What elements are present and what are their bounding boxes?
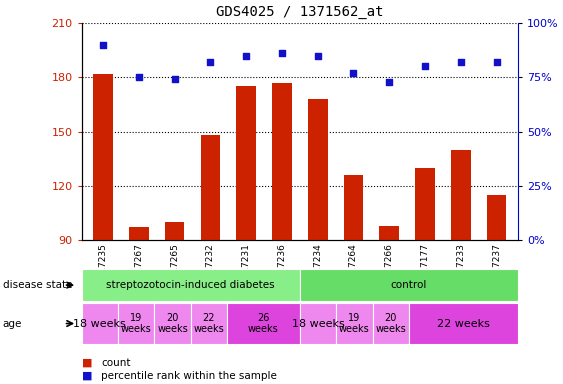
Title: GDS4025 / 1371562_at: GDS4025 / 1371562_at — [216, 5, 383, 19]
Point — [278, 50, 287, 56]
Point — [492, 59, 501, 65]
Bar — [415, 168, 435, 240]
Text: 22 weeks: 22 weeks — [437, 318, 490, 329]
Bar — [308, 99, 328, 240]
Point — [99, 42, 108, 48]
Bar — [165, 222, 185, 240]
Text: ■: ■ — [82, 358, 92, 368]
Text: control: control — [391, 280, 427, 290]
Text: 20
weeks: 20 weeks — [157, 313, 188, 334]
Bar — [272, 83, 292, 240]
Text: 20
weeks: 20 weeks — [376, 313, 406, 334]
Point — [421, 63, 430, 70]
Text: 22
weeks: 22 weeks — [194, 313, 224, 334]
Bar — [451, 150, 471, 240]
Text: age: age — [3, 318, 22, 329]
Point — [135, 74, 144, 80]
Text: percentile rank within the sample: percentile rank within the sample — [101, 371, 277, 381]
Bar — [486, 195, 506, 240]
Point — [456, 59, 465, 65]
Bar — [129, 227, 149, 240]
Point — [242, 53, 251, 59]
Text: 19
weeks: 19 weeks — [121, 313, 151, 334]
Point — [170, 76, 179, 83]
Text: streptozotocin-induced diabetes: streptozotocin-induced diabetes — [106, 280, 275, 290]
Point — [349, 70, 358, 76]
Point — [206, 59, 215, 65]
Bar — [93, 74, 113, 240]
Bar — [343, 175, 363, 240]
Text: 18 weeks: 18 weeks — [292, 318, 345, 329]
Text: disease state: disease state — [3, 280, 72, 290]
Text: ■: ■ — [82, 371, 92, 381]
Bar — [236, 86, 256, 240]
Text: 18 weeks: 18 weeks — [73, 318, 126, 329]
Text: count: count — [101, 358, 131, 368]
Point — [385, 79, 394, 85]
Bar — [200, 135, 220, 240]
Bar — [379, 225, 399, 240]
Text: 26
weeks: 26 weeks — [248, 313, 279, 334]
Text: 19
weeks: 19 weeks — [339, 313, 370, 334]
Point — [313, 53, 322, 59]
